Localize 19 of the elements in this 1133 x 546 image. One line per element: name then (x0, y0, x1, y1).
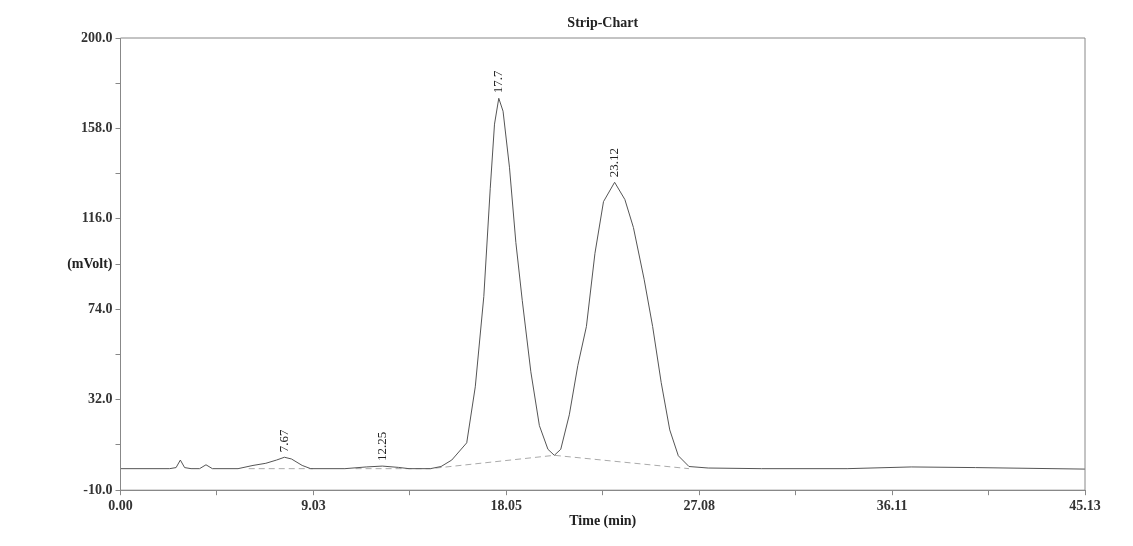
y-tick-label: 116.0 (81, 210, 113, 226)
x-tick-label: 36.11 (876, 498, 908, 514)
y-tick-label: 74.0 (88, 300, 113, 316)
x-tick-label: 27.08 (683, 498, 715, 514)
y-tick-label: 32.0 (88, 391, 113, 407)
x-tick-label: 45.13 (1069, 498, 1101, 514)
y-tick-label: 158.0 (81, 120, 113, 136)
y-axis-title: (mVolt) (67, 255, 113, 272)
annotation: 17.7 (490, 70, 506, 94)
x-tick-label: 0.00 (108, 498, 133, 514)
y-tick-label: 200.0 (81, 29, 113, 45)
x-axis-title: Time (min) (569, 512, 637, 529)
x-tick-label: 9.03 (301, 498, 326, 514)
annotation: 23.12 (606, 148, 622, 178)
chart-title: Strip-Chart (567, 14, 639, 30)
x-tick-label: 18.05 (490, 498, 523, 514)
annotation: 7.67 (275, 429, 291, 453)
y-tick-label: -10.0 (83, 481, 113, 497)
annotation: 12.25 (373, 431, 389, 462)
